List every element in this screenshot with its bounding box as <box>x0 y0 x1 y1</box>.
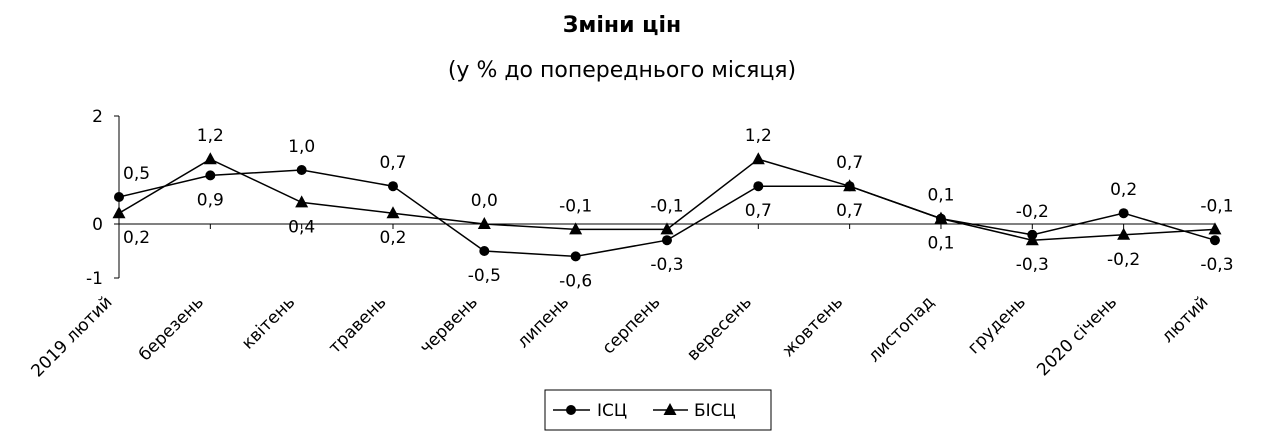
x-category-label: червень <box>416 292 482 358</box>
x-category-label: грудень <box>964 292 1030 358</box>
bisc-point <box>934 211 948 224</box>
isc-point <box>1209 235 1220 246</box>
bisc-point <box>1025 233 1039 246</box>
x-category-label: жовтень <box>778 292 847 361</box>
legend-isc-label: ІСЦ <box>597 401 627 421</box>
isc-data-label: -0,3 <box>650 255 683 275</box>
bisc-point <box>843 179 857 192</box>
bisc-data-label: -0,1 <box>650 196 683 216</box>
x-category-label: квітень <box>238 292 299 353</box>
isc-data-label: 0,7 <box>745 201 772 221</box>
legend-bisc-marker <box>663 403 677 415</box>
isc-point <box>387 181 398 192</box>
isc-data-label: -0,2 <box>1016 202 1049 222</box>
x-category-label: вересень <box>683 292 756 365</box>
isc-data-label: -0,6 <box>559 271 592 291</box>
bisc-point <box>386 206 400 219</box>
bisc-point <box>295 195 309 208</box>
bisc-data-label: -0,1 <box>1200 196 1233 216</box>
legend: ІСЦ БІСЦ <box>544 389 772 431</box>
bisc-data-label: -0,3 <box>1016 255 1049 275</box>
isc-point <box>205 170 216 181</box>
y-tick-label: 0 <box>92 215 103 235</box>
bisc-point <box>477 217 491 229</box>
isc-point <box>114 192 124 202</box>
bisc-point <box>203 152 217 165</box>
bisc-data-label: -0,1 <box>559 196 592 216</box>
bisc-data-label: 0,4 <box>288 217 315 237</box>
x-category-label: 2020 січень <box>1033 292 1121 380</box>
bisc-data-label: 0,2 <box>123 228 150 248</box>
chart-subtitle: (у % до попереднього місяця) <box>448 58 796 83</box>
legend-isc-marker <box>566 405 576 415</box>
isc-data-label: -0,5 <box>468 266 501 286</box>
isc-point <box>570 251 581 262</box>
bisc-data-label: 0,7 <box>836 153 863 173</box>
x-category-label: липень <box>513 292 573 352</box>
isc-data-label: 0,1 <box>927 186 954 206</box>
bisc-data-label: 0,1 <box>927 234 954 254</box>
x-category-label: серпень <box>599 292 665 358</box>
isc-point <box>296 165 307 175</box>
y-tick-label: 2 <box>92 107 103 127</box>
x-category-label: листопад <box>864 292 938 366</box>
isc-data-label: 0,2 <box>1110 180 1137 200</box>
isc-data-label: 0,7 <box>836 201 863 221</box>
bisc-point <box>660 222 674 235</box>
isc-point <box>1118 208 1129 219</box>
x-category-label: березень <box>135 292 208 365</box>
bisc-data-label: 0,2 <box>379 228 406 248</box>
isc-data-label: 0,9 <box>197 190 224 210</box>
x-category-label: лютий <box>1158 292 1213 347</box>
bisc-data-label: 1,2 <box>197 126 224 146</box>
isc-point <box>661 235 672 246</box>
isc-data-label: -0,3 <box>1200 255 1233 275</box>
bisc-point <box>751 152 765 165</box>
chart-title: Зміни цін <box>563 13 681 38</box>
bisc-point <box>112 206 126 219</box>
x-category-label: травень <box>325 292 391 358</box>
legend-bisc-label: БІСЦ <box>694 401 736 421</box>
bisc-point <box>1117 227 1131 240</box>
bisc-point <box>1208 222 1222 235</box>
isc-data-label: 1,0 <box>288 137 315 157</box>
bisc-point <box>569 222 583 235</box>
bisc-data-label: 1,2 <box>745 126 772 146</box>
data-labels: 0,5 0,9 1,0 0,7 -0,5 -0,6 -0,3 0,7 0,7 0,1 -0,2 0,2… <box>123 126 1234 291</box>
series-layer <box>112 152 1222 262</box>
isc-data-label: 0,7 <box>379 153 406 173</box>
y-tick-label: -1 <box>86 269 103 289</box>
isc-point <box>753 181 764 192</box>
bisc-data-label: -0,2 <box>1107 250 1140 270</box>
isc-point <box>479 246 490 256</box>
bisc-data-label: 0,0 <box>471 191 498 211</box>
x-category-label: 2019 лютий <box>28 292 117 381</box>
isc-data-label: 0,5 <box>123 164 150 184</box>
